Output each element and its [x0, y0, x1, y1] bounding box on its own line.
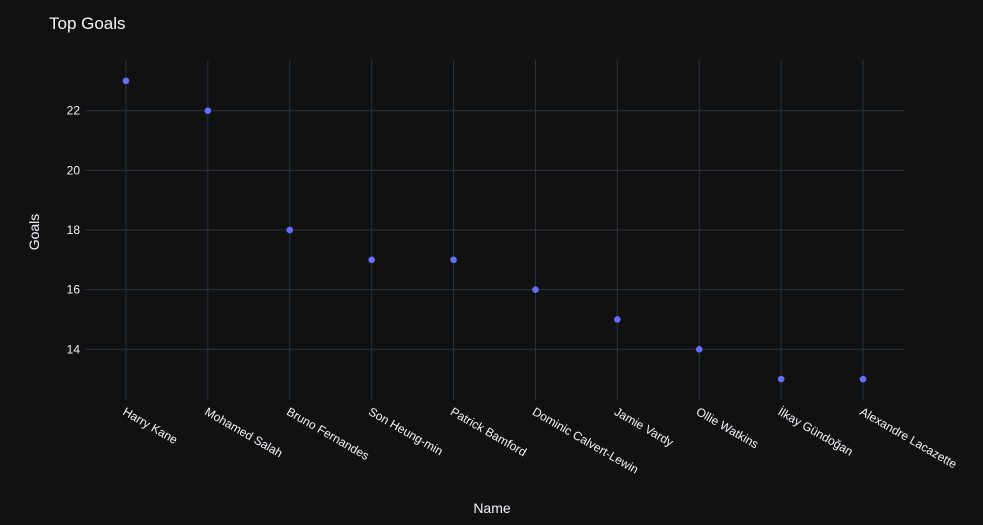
data-points [122, 77, 867, 383]
chart-title: Top Goals [49, 14, 126, 33]
data-point[interactable] [614, 316, 621, 323]
data-point[interactable] [368, 256, 375, 264]
data-point[interactable] [777, 375, 785, 383]
x-axis-ticks: Harry Kane Mohamed Salah Bruno FernandesSo… [120, 404, 959, 476]
x-tick-label: Bruno Fernandes [284, 404, 371, 462]
y-axis-ticks: 14 16 18 20 22 [67, 104, 81, 357]
x-gridlines [125, 60, 864, 400]
data-point[interactable] [122, 77, 130, 85]
x-tick-label: Patrick Bamford [448, 404, 529, 459]
data-point[interactable] [859, 375, 867, 383]
data-point[interactable] [286, 226, 294, 234]
data-point[interactable] [532, 286, 539, 293]
data-point[interactable] [450, 256, 457, 264]
x-tick-label: Alexandre Lacazette [858, 404, 960, 471]
x-tick-label: Ollie Watkins [694, 404, 761, 451]
data-point[interactable] [204, 107, 212, 115]
x-tick-label: Mohamed Salah [202, 404, 285, 460]
x-tick-label: Jamie Vardy [612, 404, 676, 449]
data-point[interactable] [695, 345, 703, 353]
x-tick-label: Harry Kane [120, 404, 180, 447]
x-tick-label: Son Heung-min [366, 404, 445, 458]
y-tick-label: 14 [67, 342, 81, 356]
x-tick-label: İlkay Gündoğan [776, 404, 856, 458]
y-tick-label: 20 [67, 163, 81, 177]
y-axis-title: Goals [26, 214, 42, 251]
y-tick-label: 22 [67, 104, 81, 118]
y-gridlines [85, 110, 904, 350]
y-tick-label: 18 [67, 223, 81, 237]
x-axis-title: Name [473, 500, 511, 516]
y-tick-label: 16 [67, 283, 81, 297]
